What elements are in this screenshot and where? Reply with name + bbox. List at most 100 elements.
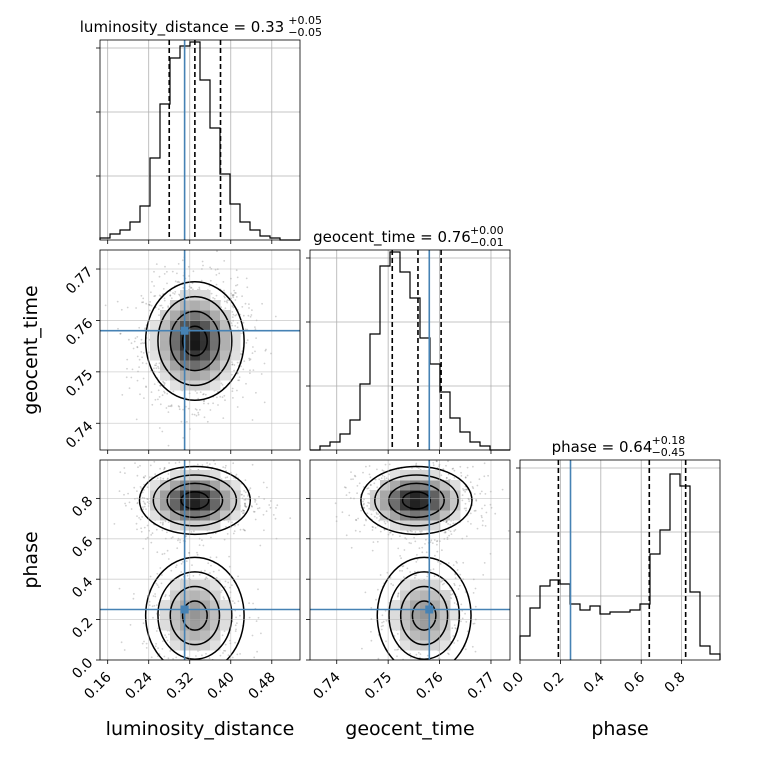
sample-point <box>224 649 227 652</box>
sample-point <box>441 549 443 552</box>
sample-point <box>415 574 418 577</box>
sample-point <box>450 589 453 592</box>
sample-point <box>482 520 484 522</box>
density-cell <box>420 500 431 511</box>
sample-point <box>426 654 429 657</box>
sample-point <box>151 280 153 283</box>
sample-point <box>454 665 456 667</box>
sample-point <box>139 464 141 467</box>
sample-point <box>225 300 228 303</box>
density-cell <box>190 360 201 371</box>
density-cell <box>210 330 221 341</box>
sample-point <box>466 466 469 469</box>
density-cell <box>400 580 411 591</box>
sample-point <box>260 632 262 635</box>
sample-point <box>345 494 348 496</box>
sample-point <box>150 291 152 294</box>
sample-point <box>113 523 116 525</box>
sample-point <box>367 492 370 495</box>
sample-point <box>223 289 225 292</box>
sample-point <box>159 686 161 688</box>
sample-point <box>161 660 163 662</box>
sample-point <box>139 486 142 488</box>
sample-point <box>416 558 419 561</box>
sample-point <box>235 616 238 619</box>
sample-point <box>157 367 160 370</box>
sample-point <box>191 413 194 416</box>
sample-point <box>235 269 238 272</box>
sample-point <box>136 346 139 348</box>
sample-point <box>178 461 181 464</box>
sample-point <box>140 342 142 345</box>
sample-point <box>236 389 238 392</box>
sample-point <box>456 639 459 642</box>
density-cell <box>400 640 411 651</box>
sample-point <box>269 506 272 509</box>
density-cell <box>420 620 431 631</box>
density-cell <box>210 490 221 501</box>
sample-point <box>132 597 135 600</box>
density-cell <box>400 590 411 601</box>
sample-point <box>123 467 126 469</box>
sample-point <box>413 672 415 674</box>
sample-point <box>225 660 227 662</box>
sample-point <box>161 522 164 525</box>
sample-point <box>139 393 141 396</box>
sample-point <box>234 292 236 294</box>
sample-point <box>355 518 357 521</box>
density-cell <box>390 620 401 631</box>
title-upper-error: +0.00 <box>470 224 504 237</box>
axis-labels: luminosity_distance geocent_time phasegeoc… <box>20 285 649 740</box>
contour-line <box>181 325 208 357</box>
sample-point <box>236 322 239 324</box>
sample-point <box>162 521 164 524</box>
sample-point <box>215 283 218 286</box>
sample-point <box>190 531 193 533</box>
sample-point <box>453 642 456 644</box>
sample-point <box>383 520 386 523</box>
density-cell <box>410 610 421 621</box>
sample-point <box>244 503 247 506</box>
sample-point <box>130 376 133 379</box>
density-cell <box>150 320 161 331</box>
density-cell <box>430 470 441 481</box>
hist-panel-phase: 0.0 0.2 0.4 0.6 0.8 <box>500 459 721 696</box>
sample-point <box>224 466 227 469</box>
sample-point <box>159 477 162 479</box>
title-main: geocent_time = 0.76 <box>313 228 471 247</box>
sample-point <box>453 602 456 604</box>
sample-point <box>163 466 166 469</box>
scatter-panel-luminosity_distance-geocent_time: 0.740.750.760.77 <box>63 249 301 454</box>
sample-point <box>177 280 180 283</box>
sample-point <box>126 367 128 370</box>
sample-point <box>385 477 388 480</box>
xtick-label: 0.74 <box>310 669 343 702</box>
density-cells <box>370 470 461 651</box>
density-cell <box>160 320 171 331</box>
sample-point <box>367 487 370 489</box>
density-cell <box>400 610 411 621</box>
sample-point <box>126 358 129 361</box>
sample-point <box>130 508 133 510</box>
sample-point <box>256 650 258 653</box>
sample-point <box>136 515 138 517</box>
sample-point <box>243 498 246 501</box>
sample-point <box>462 488 464 490</box>
sample-point <box>154 593 157 595</box>
sample-point <box>141 301 143 304</box>
hist-step <box>310 251 510 451</box>
sample-point <box>167 473 170 475</box>
sample-point <box>436 550 439 553</box>
sample-point <box>462 561 465 564</box>
sample-point <box>370 513 373 516</box>
sample-point <box>453 530 456 532</box>
sample-point <box>186 574 189 577</box>
sample-point <box>159 567 162 569</box>
sample-point <box>398 669 400 671</box>
sample-point <box>135 418 138 421</box>
sample-point <box>232 296 235 299</box>
sample-point <box>466 488 468 491</box>
sample-point <box>248 359 251 362</box>
sample-point <box>436 540 439 542</box>
density-cell <box>220 480 231 491</box>
